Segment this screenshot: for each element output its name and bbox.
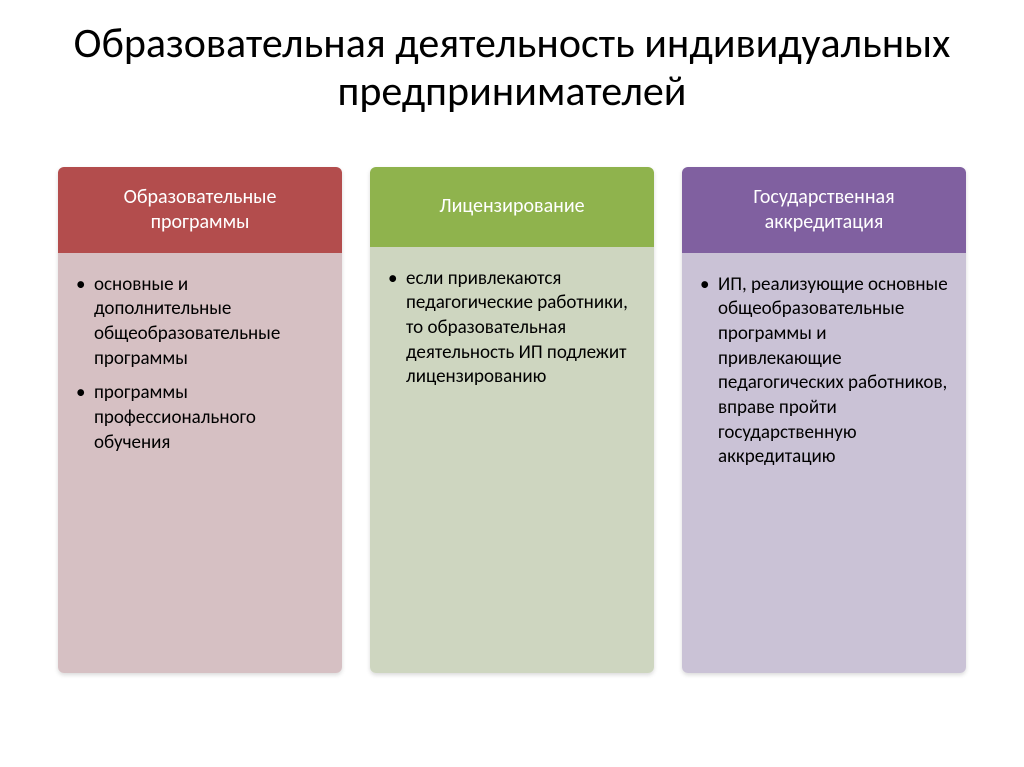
column-programs: Образовательные программы основные и доп… [58, 167, 342, 673]
list-programs: основные и дополнительные общеобразовате… [72, 273, 326, 456]
list-item: если привлекаются педагогические работни… [384, 267, 638, 390]
column-accreditation: Государственная аккредитация ИП, реализу… [682, 167, 966, 673]
column-body-licensing: если привлекаются педагогические работни… [370, 247, 654, 673]
list-item: программы профессионального обучения [72, 381, 326, 455]
columns-container: Образовательные программы основные и доп… [30, 167, 994, 673]
column-body-accreditation: ИП, реализующие основные общеобразовател… [682, 253, 966, 673]
column-licensing: Лицензирование если привлекаются педагог… [370, 167, 654, 673]
page-title: Образовательная деятельность индивидуаль… [30, 20, 994, 117]
column-body-programs: основные и дополнительные общеобразовате… [58, 253, 342, 673]
list-item: ИП, реализующие основные общеобразовател… [696, 273, 950, 471]
column-header-licensing: Лицензирование [370, 167, 654, 247]
column-header-programs: Образовательные программы [58, 167, 342, 253]
column-header-accreditation: Государственная аккредитация [682, 167, 966, 253]
list-item: основные и дополнительные общеобразовате… [72, 273, 326, 372]
list-accreditation: ИП, реализующие основные общеобразовател… [696, 273, 950, 471]
list-licensing: если привлекаются педагогические работни… [384, 267, 638, 390]
